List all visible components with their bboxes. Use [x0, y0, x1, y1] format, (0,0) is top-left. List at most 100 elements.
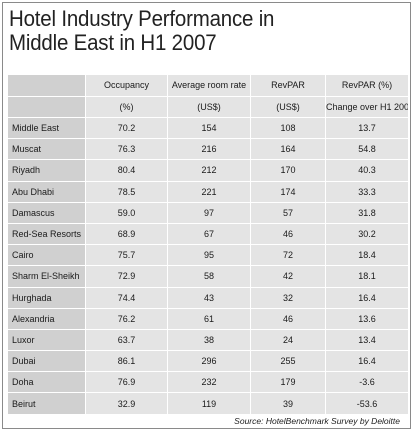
- cell-region: Sharm El-Sheikh: [7, 265, 86, 288]
- table-row: Dubai 86.1 296 255 16.4: [7, 350, 409, 373]
- header-occupancy: Occupancy: [85, 74, 168, 97]
- cell-revpar: 164: [250, 138, 326, 161]
- cell-revpar-change: 33.3: [325, 180, 409, 203]
- table-row: Riyadh 80.4 212 170 40.3: [7, 159, 409, 182]
- cell-region: Damascus: [7, 201, 86, 224]
- header-row-units: (%) (US$) (US$) Change over H1 2006: [7, 95, 409, 118]
- cell-revpar: 57: [250, 201, 326, 224]
- cell-revpar-change: 16.4: [325, 350, 409, 373]
- cell-revpar: 255: [250, 350, 326, 373]
- cell-region: Riyadh: [7, 159, 86, 182]
- cell-revpar-change: 54.8: [325, 138, 409, 161]
- table-row: Middle East 70.2 154 108 13.7: [7, 116, 409, 140]
- cell-revpar-change: 31.8: [325, 201, 409, 224]
- cell-occupancy: 32.9: [85, 392, 168, 415]
- table-row: Beirut 32.9 119 39 -53.6: [7, 392, 409, 415]
- table-row: Luxor 63.7 38 24 13.4: [7, 328, 409, 352]
- performance-table: Occupancy Average room rate RevPAR RevPA…: [7, 74, 409, 415]
- cell-revpar-change: 16.4: [325, 286, 409, 309]
- table-row: Hurghada 74.4 43 32 16.4: [7, 286, 409, 309]
- cell-average-room-rate: 43: [167, 286, 251, 309]
- page-title: Hotel Industry Performance in Middle Eas…: [9, 7, 381, 55]
- cell-region: Dubai: [7, 350, 86, 373]
- cell-revpar: 24: [250, 328, 326, 352]
- cell-average-room-rate: 38: [167, 328, 251, 352]
- table-row: Muscat 76.3 216 164 54.8: [7, 138, 409, 161]
- cell-region: Luxor: [7, 328, 86, 352]
- cell-occupancy: 78.5: [85, 180, 168, 203]
- cell-region: Hurghada: [7, 286, 86, 309]
- header-blank-top: [7, 74, 86, 97]
- cell-occupancy: 76.9: [85, 371, 168, 394]
- table-body: Middle East 70.2 154 108 13.7 Muscat 76.3 216 16…: [7, 116, 409, 415]
- cell-region: Doha: [7, 371, 86, 394]
- cell-revpar-change: 18.1: [325, 265, 409, 288]
- cell-region: Abu Dhabi: [7, 180, 86, 203]
- cell-average-room-rate: 296: [167, 350, 251, 373]
- cell-occupancy: 68.9: [85, 222, 168, 246]
- unit-revpar-change: Change over H1 2006: [325, 95, 409, 118]
- table-row: Damascus 59.0 97 57 31.8: [7, 201, 409, 224]
- cell-revpar: 42: [250, 265, 326, 288]
- cell-revpar: 108: [250, 116, 326, 140]
- cell-average-room-rate: 58: [167, 265, 251, 288]
- cell-revpar: 32: [250, 286, 326, 309]
- unit-occupancy: (%): [85, 95, 168, 118]
- cell-region: Middle East: [7, 116, 86, 140]
- title-line-2: Middle East in H1 2007: [9, 30, 217, 55]
- header-revpar: RevPAR: [250, 74, 326, 97]
- cell-occupancy: 86.1: [85, 350, 168, 373]
- table-row: Sharm El-Sheikh 72.9 58 42 18.1: [7, 265, 409, 288]
- figure-frame: Hotel Industry Performance in Middle Eas…: [2, 2, 411, 429]
- cell-revpar: 179: [250, 371, 326, 394]
- title-line-1: Hotel Industry Performance in: [9, 6, 275, 31]
- unit-average-room-rate: (US$): [167, 95, 251, 118]
- cell-occupancy: 59.0: [85, 201, 168, 224]
- cell-revpar-change: -3.6: [325, 371, 409, 394]
- cell-revpar: 46: [250, 307, 326, 330]
- cell-revpar: 72: [250, 244, 326, 267]
- cell-average-room-rate: 61: [167, 307, 251, 330]
- cell-occupancy: 74.4: [85, 286, 168, 309]
- cell-average-room-rate: 221: [167, 180, 251, 203]
- table-header: Occupancy Average room rate RevPAR RevPA…: [7, 74, 409, 118]
- cell-occupancy: 72.9: [85, 265, 168, 288]
- cell-revpar-change: 13.4: [325, 328, 409, 352]
- cell-average-room-rate: 67: [167, 222, 251, 246]
- header-blank-units: [7, 95, 86, 118]
- cell-occupancy: 63.7: [85, 328, 168, 352]
- table-row: Red-Sea Resorts 68.9 67 46 30.2: [7, 222, 409, 246]
- cell-revpar-change: 13.7: [325, 116, 409, 140]
- header-row-top: Occupancy Average room rate RevPAR RevPA…: [7, 74, 409, 97]
- cell-revpar: 170: [250, 159, 326, 182]
- cell-revpar: 46: [250, 222, 326, 246]
- cell-region: Cairo: [7, 244, 86, 267]
- cell-region: Red-Sea Resorts: [7, 222, 86, 246]
- cell-region: Muscat: [7, 138, 86, 161]
- table-row: Doha 76.9 232 179 -3.6: [7, 371, 409, 394]
- source-note: Source: HotelBenchmark Survey by Deloitt…: [234, 416, 400, 426]
- header-average-room-rate: Average room rate: [167, 74, 251, 97]
- table-row: Cairo 75.7 95 72 18.4: [7, 244, 409, 267]
- cell-region: Beirut: [7, 392, 86, 415]
- cell-region: Alexandria: [7, 307, 86, 330]
- cell-average-room-rate: 95: [167, 244, 251, 267]
- cell-average-room-rate: 232: [167, 371, 251, 394]
- header-revpar-change: RevPAR (%): [325, 74, 409, 97]
- cell-revpar: 39: [250, 392, 326, 415]
- cell-occupancy: 75.7: [85, 244, 168, 267]
- cell-revpar-change: 18.4: [325, 244, 409, 267]
- cell-occupancy: 80.4: [85, 159, 168, 182]
- table-row: Alexandria 76.2 61 46 13.6: [7, 307, 409, 330]
- cell-revpar-change: -53.6: [325, 392, 409, 415]
- cell-average-room-rate: 216: [167, 138, 251, 161]
- cell-revpar: 174: [250, 180, 326, 203]
- cell-occupancy: 76.3: [85, 138, 168, 161]
- cell-average-room-rate: 97: [167, 201, 251, 224]
- cell-average-room-rate: 154: [167, 116, 251, 140]
- cell-revpar-change: 40.3: [325, 159, 409, 182]
- cell-occupancy: 76.2: [85, 307, 168, 330]
- cell-occupancy: 70.2: [85, 116, 168, 140]
- cell-revpar-change: 30.2: [325, 222, 409, 246]
- cell-average-room-rate: 212: [167, 159, 251, 182]
